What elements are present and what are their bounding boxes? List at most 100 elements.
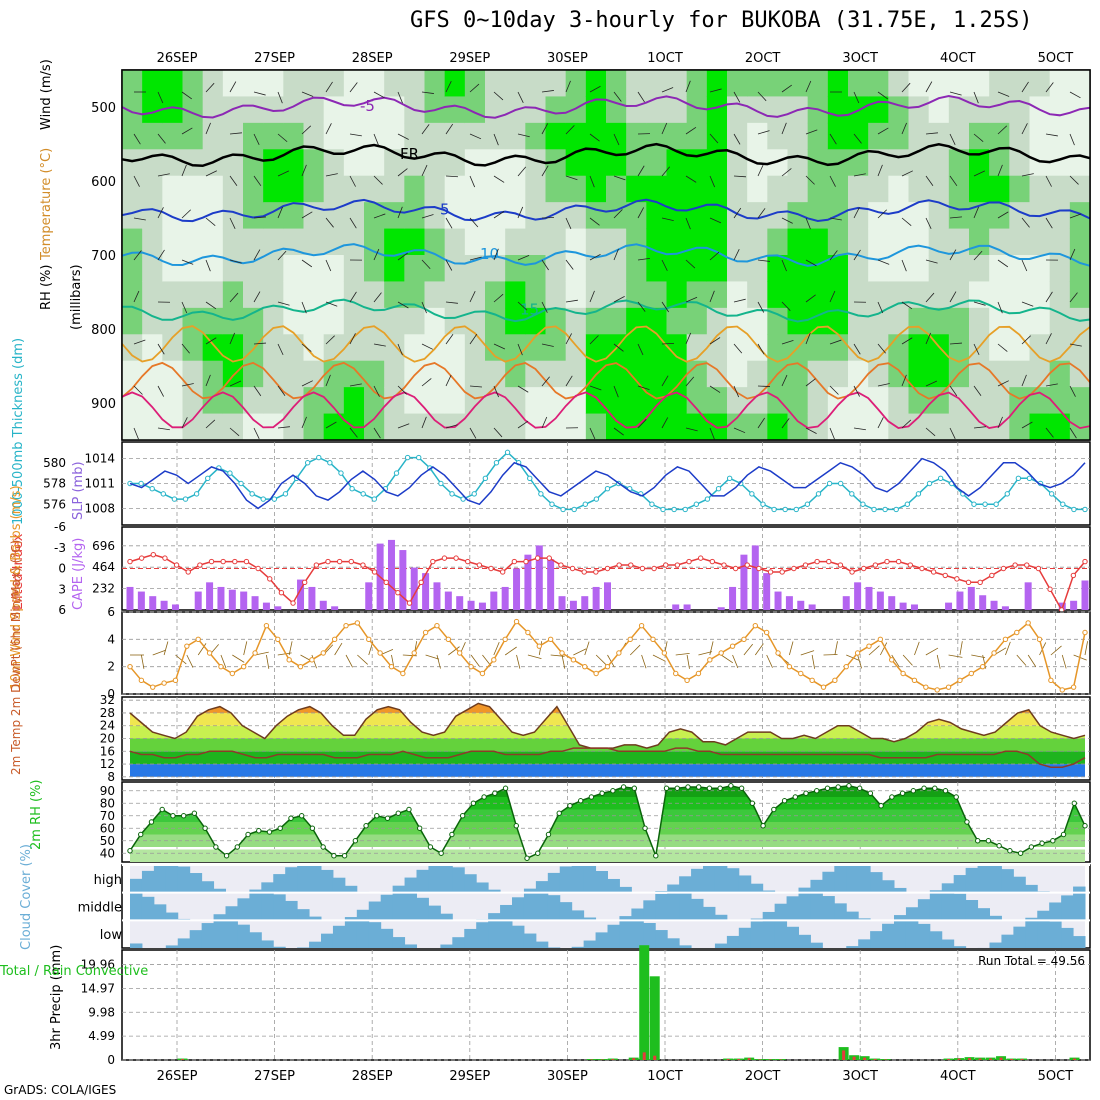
wind-speed-line-point xyxy=(411,650,417,656)
rh-cell xyxy=(727,70,748,97)
upper-air-border xyxy=(121,69,1091,441)
wind-barb xyxy=(949,91,962,96)
lifted-index-line-point xyxy=(546,555,552,561)
rh-cell xyxy=(424,70,446,97)
wind-barb xyxy=(853,207,860,219)
wind-barb xyxy=(517,206,524,219)
cape-bar xyxy=(717,607,725,610)
thickness-line-point xyxy=(693,501,700,507)
rh-cell xyxy=(868,149,889,177)
wind-barb xyxy=(805,294,816,303)
rh-cell xyxy=(1009,334,1030,362)
rh-cell xyxy=(202,360,224,388)
precip-conv-bar xyxy=(632,1058,636,1060)
cloud-bar xyxy=(404,892,417,921)
ylabel-2m-rh: 2m RH (%) xyxy=(29,779,44,850)
rh-cell xyxy=(948,228,970,256)
rh-cell xyxy=(263,96,284,124)
thickness-line-point xyxy=(815,491,822,497)
wind-speed-line-point xyxy=(320,650,326,656)
rh-cell xyxy=(222,281,244,309)
rh-cell xyxy=(626,122,647,150)
rh-cell xyxy=(545,122,567,150)
wind-barb xyxy=(901,259,907,272)
rh-cell xyxy=(122,255,143,282)
rh-cell xyxy=(686,360,708,388)
rh-cell xyxy=(505,202,526,230)
rh2m-line-point xyxy=(685,784,691,790)
rh2m-line-point xyxy=(771,806,777,813)
rh-cell xyxy=(464,175,486,203)
rh-cell xyxy=(908,70,930,97)
wind-barb xyxy=(613,91,622,102)
ylabel-slp: SLP (mb) xyxy=(71,461,86,520)
isotherm-line xyxy=(121,142,1091,168)
lifted-index-line-point xyxy=(639,565,646,572)
ylabel-cloud-cover: Cloud Cover (%) xyxy=(19,844,34,950)
rh-cell xyxy=(505,228,526,256)
wind-barb xyxy=(133,250,142,261)
rh-cell xyxy=(142,387,163,415)
cape-bar xyxy=(956,591,964,610)
cloud-bar xyxy=(738,875,752,893)
pressure-tick-label: 600 xyxy=(91,175,116,190)
cloud-bar xyxy=(643,900,656,921)
rh-cell xyxy=(505,387,526,415)
cape-bar xyxy=(672,604,680,610)
wind-barb xyxy=(517,133,530,138)
rh-cell xyxy=(747,281,768,309)
rh-cell xyxy=(727,122,748,150)
cloud-level-label: middle xyxy=(78,901,122,916)
cloud-bar xyxy=(679,945,692,948)
rh2m-line-point xyxy=(223,853,230,859)
cloud-bar xyxy=(977,865,990,893)
rh-cell xyxy=(162,202,183,230)
rh-cell xyxy=(243,413,264,441)
rh-cell xyxy=(706,334,728,362)
rh-cell xyxy=(243,96,264,124)
rh-cell xyxy=(666,70,688,97)
cloud-bar xyxy=(297,947,310,948)
rh-cell xyxy=(888,96,909,124)
rh-cell xyxy=(444,281,466,309)
rh-cell xyxy=(787,413,809,441)
rh-cell xyxy=(424,387,446,415)
wind-barb xyxy=(253,342,266,345)
rh-cell xyxy=(1029,387,1051,415)
wind-speed-line-point xyxy=(593,670,599,677)
rh-cell xyxy=(303,334,325,362)
rh2m-line-point xyxy=(878,803,884,809)
cloud-bar xyxy=(273,894,286,921)
rh-cell xyxy=(444,334,466,362)
lifted-index-line-point xyxy=(360,562,366,568)
rh-cell xyxy=(706,122,728,150)
surface-wind-barb xyxy=(254,651,269,656)
cloud-bar xyxy=(141,896,155,921)
rh-cell xyxy=(706,202,728,230)
wind-barb xyxy=(901,337,913,345)
rh-cell xyxy=(122,122,143,150)
rh-cell xyxy=(706,149,728,177)
wind-speed-line-point xyxy=(820,684,827,690)
precip-total-bar xyxy=(649,976,660,1060)
wind-barb xyxy=(181,209,191,219)
cloud-bar xyxy=(1073,936,1086,948)
tick-label: 24 xyxy=(100,719,115,733)
surface-wind-barb xyxy=(527,654,542,660)
rh-cell xyxy=(827,96,849,124)
rh-cell xyxy=(646,175,667,203)
cloud-bar xyxy=(953,893,967,921)
run-total: Run Total = 49.56 xyxy=(978,954,1085,968)
rh-cell xyxy=(928,360,950,388)
rh-cell xyxy=(283,307,304,335)
wind-barb xyxy=(589,133,600,142)
precip-conv-bar xyxy=(611,1059,615,1060)
rh-cell xyxy=(969,387,990,415)
cloud-bar xyxy=(810,942,823,948)
wind-barb xyxy=(205,82,215,93)
cape-bar xyxy=(194,591,202,610)
cloud-bar xyxy=(989,942,1002,948)
rh-cell xyxy=(848,122,869,150)
surface-wind-barb xyxy=(891,654,900,668)
cloud-bar xyxy=(691,898,704,921)
